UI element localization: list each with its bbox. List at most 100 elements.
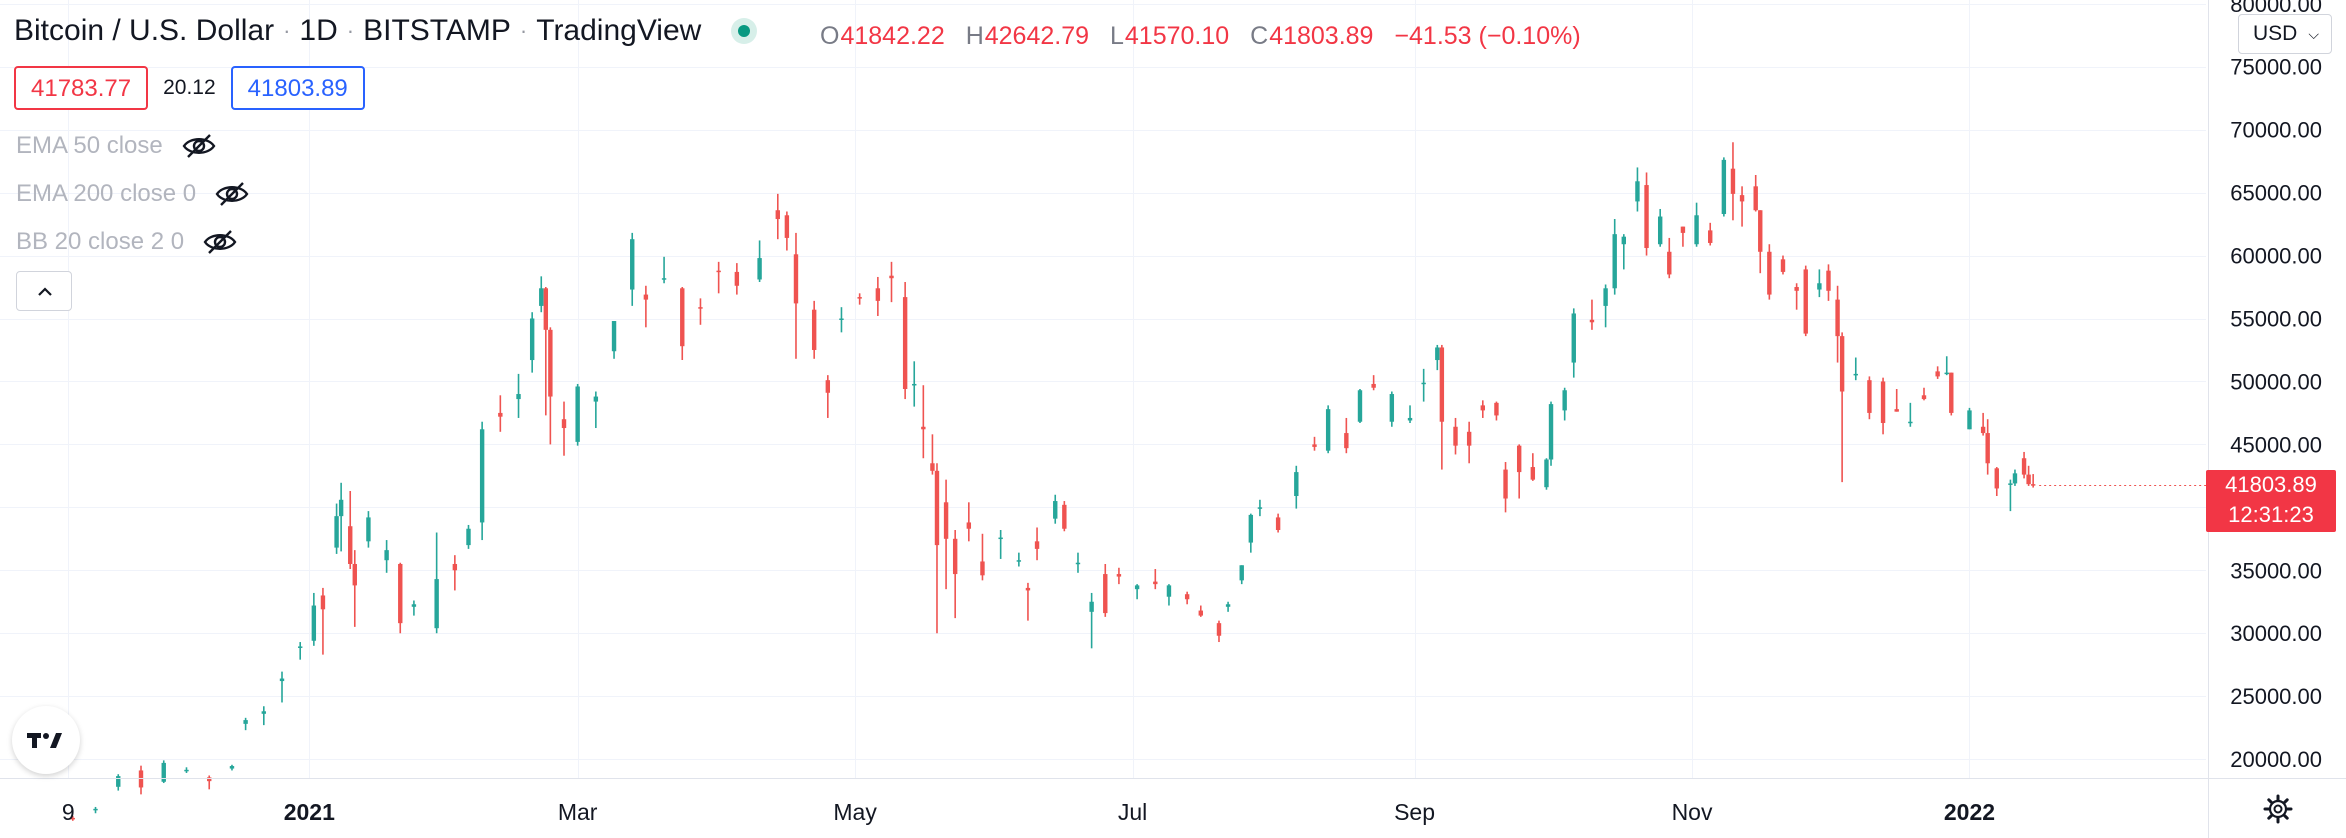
candle-body bbox=[1312, 444, 1317, 447]
y-tick-label: 80000.00 bbox=[2230, 0, 2322, 17]
indicator-ema200[interactable]: EMA 200 close 0 bbox=[16, 180, 250, 208]
symbol-legend[interactable]: Bitcoin / U.S. Dollar · 1D · BITSTAMP · … bbox=[14, 14, 775, 48]
candle-body bbox=[998, 537, 1003, 540]
currency-value: USD bbox=[2253, 22, 2298, 45]
candle-body bbox=[1667, 251, 1672, 275]
tradingview-logo-icon bbox=[27, 733, 62, 748]
x-tick-label: Mar bbox=[558, 799, 598, 825]
indicator-bb[interactable]: BB 20 close 2 0 bbox=[16, 228, 238, 256]
candle-body bbox=[1980, 426, 1986, 434]
candle-body bbox=[952, 538, 958, 575]
candle-body bbox=[279, 678, 285, 682]
candle-body bbox=[1794, 287, 1799, 291]
candle-body bbox=[297, 646, 303, 648]
candle-body bbox=[1867, 380, 1872, 413]
collapse-legend-button[interactable] bbox=[16, 271, 72, 311]
candle-body bbox=[529, 318, 535, 361]
sell-button[interactable]: 41783.77 bbox=[14, 66, 149, 110]
eye-hidden-icon[interactable] bbox=[202, 228, 238, 256]
indicator-label[interactable]: EMA 200 close 0 bbox=[16, 180, 197, 207]
candle-body bbox=[161, 762, 166, 782]
candle-body bbox=[680, 288, 685, 347]
candle-body bbox=[1644, 185, 1649, 249]
candle-body bbox=[698, 307, 703, 309]
candle-body bbox=[930, 463, 935, 471]
y-tick-label: 60000.00 bbox=[2230, 244, 2322, 269]
separator-dot: · bbox=[519, 18, 528, 43]
candle-body bbox=[1134, 585, 1140, 590]
candle-body bbox=[1589, 319, 1595, 323]
indicator-ema50[interactable]: EMA 50 close bbox=[16, 132, 217, 160]
candle-body bbox=[966, 522, 972, 529]
separator-dot: · bbox=[346, 18, 355, 43]
gear-icon[interactable] bbox=[2262, 793, 2294, 825]
candle-body bbox=[352, 563, 357, 586]
candle-body bbox=[775, 210, 780, 220]
y-tick-label: 25000.00 bbox=[2230, 684, 2322, 709]
candle-body bbox=[1635, 181, 1640, 202]
candle-body bbox=[1516, 445, 1522, 473]
candle-body bbox=[1994, 468, 1999, 489]
change-value: −41.53 (−0.10%) bbox=[1394, 22, 1581, 50]
candle-body bbox=[784, 215, 790, 238]
candle-body bbox=[1439, 347, 1445, 422]
low-value: 41570.10 bbox=[1124, 22, 1230, 50]
candle-body bbox=[1921, 395, 1927, 400]
candle-body bbox=[366, 517, 371, 542]
candle-body bbox=[1089, 601, 1094, 612]
exchange-label: BITSTAMP bbox=[363, 14, 511, 47]
candle-body bbox=[1389, 394, 1395, 422]
candle-body bbox=[1325, 409, 1331, 451]
candle-body bbox=[1780, 259, 1786, 272]
candle-body bbox=[1216, 623, 1222, 636]
candle-body bbox=[1612, 234, 1617, 289]
indicator-label[interactable]: EMA 50 close bbox=[16, 132, 163, 159]
eye-hidden-icon[interactable] bbox=[181, 132, 217, 160]
trade-panel: 41783.77 20.12 41803.89 bbox=[14, 66, 365, 110]
currency-select[interactable]: USD ⌵ bbox=[2238, 14, 2332, 54]
candle-body bbox=[643, 294, 649, 300]
candle-body bbox=[1967, 410, 1972, 430]
candle-body bbox=[1985, 433, 1990, 464]
candle-body bbox=[1767, 251, 1772, 295]
candle-body bbox=[1935, 371, 1940, 377]
interval-label[interactable]: 1D bbox=[299, 14, 338, 47]
last-price-tag: 41803.89 12:31:23 bbox=[2206, 469, 2336, 532]
market-status-icon[interactable] bbox=[731, 18, 758, 44]
candle-body bbox=[912, 383, 917, 386]
spread-value: 20.12 bbox=[163, 76, 216, 99]
candle-body bbox=[1894, 409, 1899, 412]
tradingview-logo-button[interactable] bbox=[12, 706, 80, 774]
candle-body bbox=[716, 270, 721, 273]
candle-body bbox=[1826, 270, 1831, 291]
candle-body bbox=[434, 579, 439, 629]
candle-body bbox=[498, 412, 503, 417]
candle-body bbox=[338, 499, 344, 517]
y-tick-label: 30000.00 bbox=[2230, 621, 2322, 646]
candle-body bbox=[2030, 484, 2036, 486]
open-value: 41842.22 bbox=[840, 22, 945, 50]
indicator-label[interactable]: BB 20 close 2 0 bbox=[16, 228, 185, 255]
symbol-name[interactable]: Bitcoin / U.S. Dollar bbox=[14, 14, 275, 47]
candle-body bbox=[543, 288, 549, 330]
separator-dot: · bbox=[283, 18, 291, 43]
close-value: 41803.89 bbox=[1269, 22, 1374, 50]
high-key: H bbox=[965, 22, 984, 50]
candle-body bbox=[1708, 230, 1713, 243]
close-key: C bbox=[1250, 22, 1269, 50]
candle-body bbox=[561, 419, 567, 429]
candle-body bbox=[1344, 433, 1349, 449]
candle-body bbox=[2026, 474, 2031, 485]
buy-button[interactable]: 41803.89 bbox=[230, 66, 365, 110]
eye-hidden-icon[interactable] bbox=[214, 180, 250, 208]
candle-body bbox=[661, 278, 667, 280]
candle-body bbox=[229, 766, 235, 769]
candle-body bbox=[1880, 381, 1886, 423]
candle-body bbox=[1294, 472, 1299, 497]
open-key: O bbox=[820, 22, 840, 50]
candle-body bbox=[889, 275, 894, 279]
x-tick-label: 2021 bbox=[284, 799, 335, 825]
candle-body bbox=[1544, 459, 1549, 488]
